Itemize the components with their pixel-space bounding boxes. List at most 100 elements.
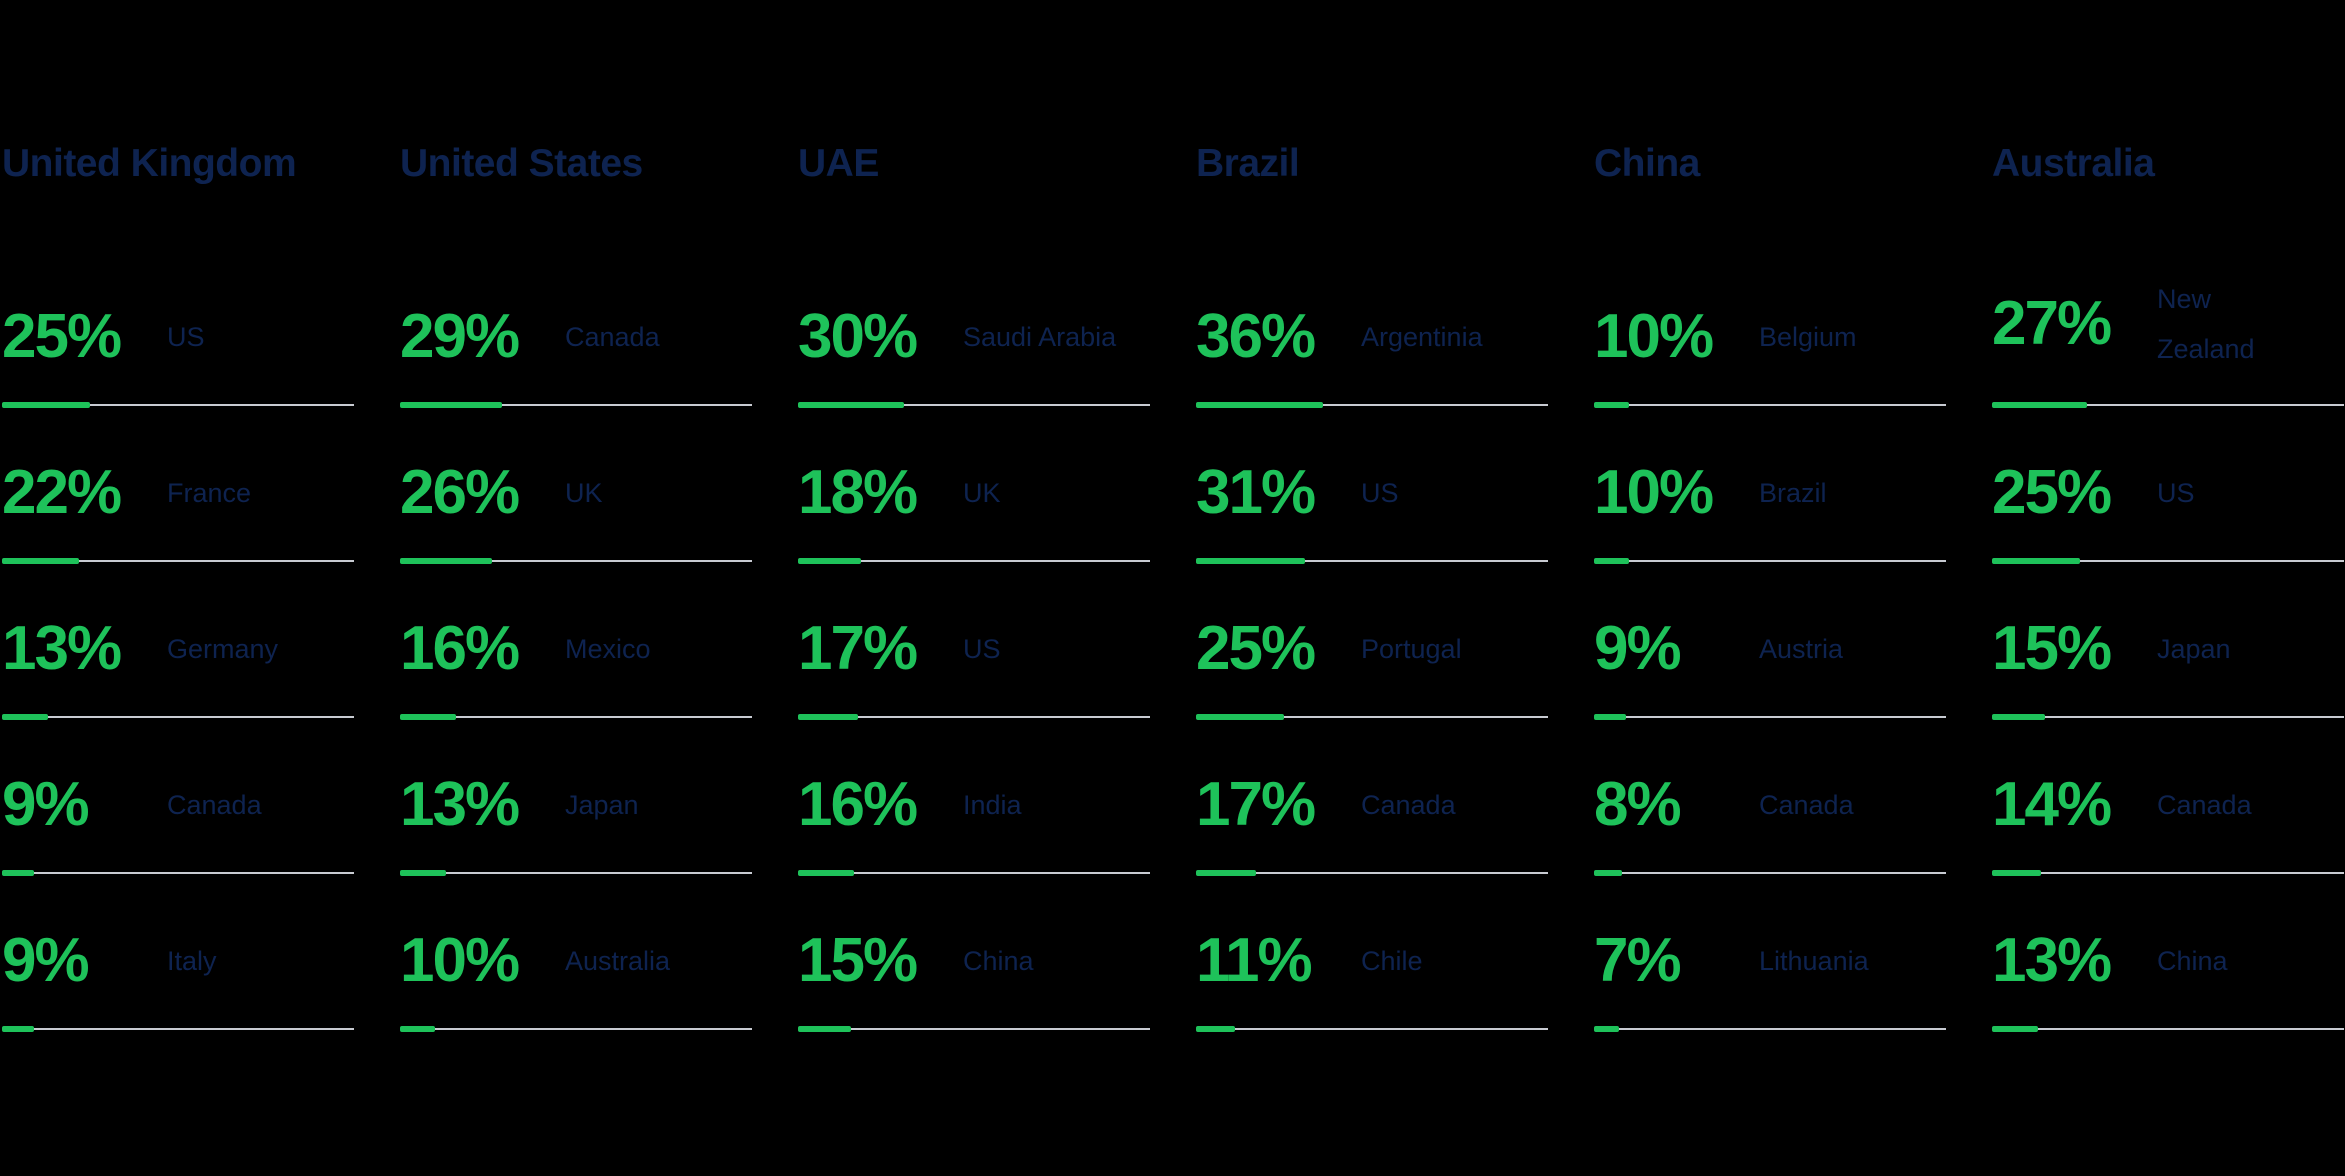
stat-country-label: Mexico [565,634,651,664]
progress-bar-fill [1594,558,1630,564]
stat-country-label: Portugal [1361,634,1462,664]
progress-bar [400,1026,752,1032]
progress-bar-track [1196,1028,1548,1030]
progress-bar-fill [2,870,34,876]
stat-value: 18% [798,458,918,527]
progress-bar-track [1992,560,2344,562]
stat-country-label: Chile [1361,946,1423,976]
column-header: United Kingdom [2,142,297,185]
progress-bar-fill [1196,870,1256,876]
stat-row: 15% Japan [1992,587,2344,743]
progress-bar-track [798,1028,1150,1030]
progress-bar [798,402,1150,408]
stat-country-label: New Zealand [2157,283,2255,364]
progress-bar [2,870,354,876]
progress-bar [400,402,752,408]
progress-bar [1196,402,1548,408]
stat-country-label: Belgium [1759,322,1857,352]
stat-value: 16% [798,770,918,839]
progress-bar [1594,870,1946,876]
stat-value: 25% [1992,458,2112,527]
stat-value: 29% [400,302,520,371]
stat-country-label: UK [963,478,1001,508]
stat-value: 16% [400,614,520,683]
column-australia: Australia 27% New Zealand 25% US [1992,140,2344,1055]
column-header: UAE [798,142,879,185]
progress-bar-track [1992,404,2344,407]
progress-bar-track [1594,1028,1946,1030]
stat-row: 8% Canada [1594,743,1946,899]
stat-country-label: Australia [565,946,671,976]
stat-row: 16% India [798,743,1150,899]
progress-bar [1196,714,1548,720]
progress-bar-track [400,560,752,562]
column-brazil: Brazil 36% Argentinia 31% US [1196,140,1548,1055]
stat-country-label: India [963,790,1022,820]
progress-bar-fill [1594,402,1630,408]
stat-value: 15% [1992,614,2112,683]
progress-bar-track [2,1028,354,1030]
progress-bar [798,714,1150,720]
stat-country-label: US [167,322,205,352]
progress-bar [1992,558,2344,564]
stat-country-label: Austria [1759,634,1844,664]
stat-country-label: Canada [1759,790,1854,820]
progress-bar-track [400,872,752,874]
progress-bar-fill [1594,714,1626,720]
column-uae: UAE 30% Saudi Arabia 18% UK [798,140,1150,1055]
stat-value: 26% [400,458,520,527]
stat-value: 9% [2,926,90,995]
stat-row: 9% Canada [2,743,354,899]
stat-row: 36% Argentinia [1196,275,1548,431]
progress-bar [798,1026,1150,1032]
stat-row: 27% New Zealand [1992,275,2344,431]
stat-value: 25% [2,302,122,371]
stat-row: 9% Austria [1594,587,1946,743]
stat-row: 13% Germany [2,587,354,743]
stat-country-label: Canada [565,322,660,352]
progress-bar-fill [1594,870,1623,876]
progress-bar [2,402,354,408]
progress-bar-fill [1992,402,2088,409]
progress-bar-fill [1196,714,1284,720]
progress-bar-fill [1196,402,1323,408]
stat-country-label: France [167,478,252,508]
progress-bar-track [1196,404,1548,406]
progress-bar-fill [400,870,446,876]
column-united-kingdom: United Kingdom 25% US 22% France [2,140,354,1055]
progress-bar-fill [400,1026,436,1032]
progress-bar-track [798,560,1150,562]
column-header: Brazil [1196,142,1300,185]
stat-value: 17% [1196,770,1316,839]
stat-row: 11% Chile [1196,899,1548,1055]
progress-bar-track [400,716,752,718]
stat-row: 14% Canada [1992,743,2344,899]
progress-bar-track [400,1028,752,1030]
stat-row: 25% US [1992,431,2344,587]
stat-row: 31% US [1196,431,1548,587]
stat-value: 10% [400,926,520,995]
progress-bar-fill [400,714,457,720]
progress-bar-fill [1992,870,2042,876]
stat-value: 9% [1594,614,1682,683]
stat-value: 31% [1196,458,1316,527]
column-china: China 10% Belgium 10% Brazil [1594,140,1946,1055]
stat-row: 15% China [798,899,1150,1055]
stat-row: 17% Canada [1196,743,1548,899]
stat-row: 29% Canada [400,275,752,431]
progress-bar-track [1196,560,1548,562]
progress-bar-fill [798,714,858,720]
progress-bar [1594,402,1946,408]
stat-country-label: Canada [167,790,262,820]
stat-value: 13% [2,614,122,683]
progress-bar-track [2,872,354,874]
progress-bar-fill [798,402,904,408]
progress-bar-fill [2,402,90,408]
stat-country-label: US [1361,478,1399,508]
stat-row: 13% Japan [400,743,752,899]
stat-row: 13% China [1992,899,2344,1055]
stat-value: 25% [1196,614,1316,683]
stat-country-label: Canada [1361,790,1456,820]
progress-bar [1594,1026,1946,1032]
stat-value: 27% [1992,288,2112,358]
